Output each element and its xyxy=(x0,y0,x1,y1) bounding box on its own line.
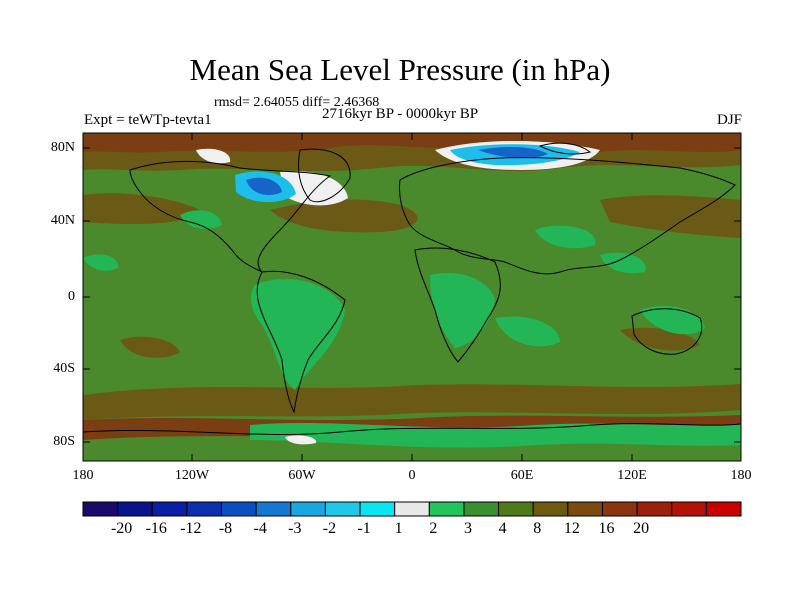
north-america-near-zero xyxy=(180,210,222,229)
greenland-coast xyxy=(297,148,351,203)
colorbar-label: -8 xyxy=(218,520,233,537)
experiment-label: Expt = teWTp-tevta1 xyxy=(84,112,212,128)
colorbar-label: 12 xyxy=(563,520,580,537)
lon-label-60e: 60E xyxy=(510,468,534,483)
lon-label-60w: 60W xyxy=(288,468,316,483)
field-layer xyxy=(83,133,741,461)
colorbar-label: 1 xyxy=(394,520,403,537)
antarctic-white-spot xyxy=(285,435,317,445)
south-america-coast xyxy=(256,270,346,414)
south-america-near-zero xyxy=(250,279,345,390)
africa-near-zero xyxy=(430,272,495,348)
colorbar-swatch xyxy=(428,501,465,517)
colorbar-swatch xyxy=(151,501,188,517)
lon-label-120e: 120E xyxy=(617,468,647,483)
colorbar-label: -1 xyxy=(357,520,371,537)
colorbar-swatch xyxy=(359,501,396,517)
colorbar-swatch xyxy=(671,501,707,517)
chart-title: Mean Sea Level Pressure (in hPa) xyxy=(189,52,611,87)
north-pacific-positive xyxy=(600,195,741,238)
west-pacific-positive xyxy=(83,193,200,225)
greenland-white xyxy=(280,171,348,206)
africa-coast xyxy=(414,247,501,363)
arctic-islands-coast xyxy=(538,142,592,155)
lon-label-0: 0 xyxy=(408,468,416,483)
colorbar-swatch xyxy=(705,501,742,517)
stats-line: rmsd= 2.64055 diff= 2.46368 xyxy=(214,95,380,110)
central-pacific-near-zero xyxy=(83,254,119,271)
axis-ticks xyxy=(83,133,741,461)
colorbar-label: 8 xyxy=(533,520,542,537)
colorbar-label: -2 xyxy=(322,520,337,537)
canada-white-spot xyxy=(196,148,231,164)
colorbar-swatch xyxy=(463,501,500,517)
period-label: 2716kyr BP - 0000kyr BP xyxy=(321,106,479,122)
colorbar-swatch xyxy=(394,501,430,517)
north-america-coast xyxy=(129,160,332,273)
colorbar-swatch xyxy=(324,501,361,517)
season-label: DJF xyxy=(716,112,742,128)
colorbar-swatch xyxy=(221,501,257,517)
north-atlantic-positive xyxy=(270,199,418,233)
colorbar-label: -16 xyxy=(145,520,167,537)
coastlines xyxy=(83,142,741,436)
south-pacific-positive xyxy=(120,336,180,358)
colorbar-label: 4 xyxy=(498,520,507,537)
australia-coast xyxy=(631,308,703,355)
colorbar-label: -4 xyxy=(253,520,267,537)
lat-label-80n: 80N xyxy=(50,140,75,155)
antarctica-coast xyxy=(83,423,741,436)
colorbar-label: 2 xyxy=(429,520,438,537)
lat-label-0: 0 xyxy=(68,289,75,304)
colorbar xyxy=(82,501,742,517)
colorbar-swatch xyxy=(255,501,292,517)
colorbar-label: 16 xyxy=(598,520,615,537)
southern-ocean-positive xyxy=(83,384,741,420)
lat-label-40s: 40S xyxy=(53,361,75,376)
indian-ocean-near-zero xyxy=(495,316,560,347)
asia-near-zero-1 xyxy=(535,225,596,249)
colorbar-swatch xyxy=(636,501,673,517)
colorbar-label: 3 xyxy=(463,520,472,537)
colorbar-swatch xyxy=(567,501,603,517)
colorbar-swatch xyxy=(186,501,223,517)
asia-near-zero-2 xyxy=(600,252,646,274)
colorbar-swatch xyxy=(532,501,569,517)
lon-label-180e: 180 xyxy=(730,468,752,483)
colorbar-swatch xyxy=(498,501,534,517)
colorbar-label: -3 xyxy=(288,520,302,537)
hudson-blue xyxy=(246,177,282,196)
colorbar-label: -20 xyxy=(110,520,133,537)
lon-label-120w: 120W xyxy=(174,468,210,483)
colorbar-label: 20 xyxy=(633,520,650,537)
colorbar-label: -12 xyxy=(180,520,202,537)
colorbar-swatch xyxy=(290,501,326,517)
lat-label-40n: 40N xyxy=(50,213,75,228)
colorbar-swatch xyxy=(117,501,153,517)
lon-label-180w: 180 xyxy=(72,468,94,483)
colorbar-swatch xyxy=(601,501,638,517)
colorbar-swatch xyxy=(82,501,119,517)
lat-label-80s: 80S xyxy=(53,434,75,449)
eurasia-blue xyxy=(478,146,548,159)
